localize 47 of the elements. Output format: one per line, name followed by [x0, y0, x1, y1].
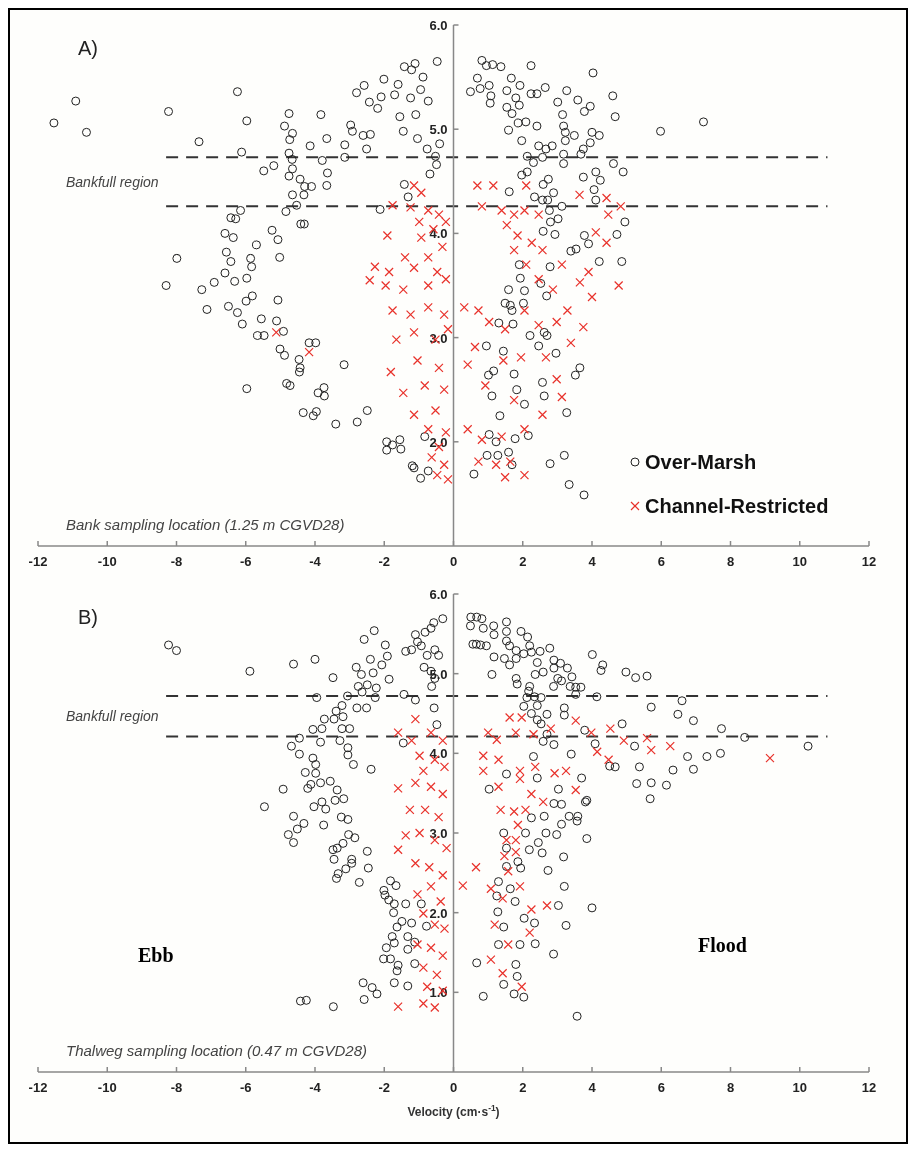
annotation: Bankfull region — [66, 708, 159, 725]
annotation: Bank sampling location (1.25 m CGVD28) — [66, 516, 345, 533]
x-tick-label: 2 — [519, 1080, 527, 1095]
x-tick-label: -12 — [28, 1080, 48, 1095]
legend-label: Channel-Restricted — [645, 495, 829, 517]
x-tick-label: -8 — [170, 554, 183, 569]
x-tick-label: 0 — [449, 1080, 458, 1095]
x-tick-label: 0 — [449, 554, 458, 569]
x-axis-title: Velocity (cm·s$^{-1}$) — [407, 1103, 500, 1119]
y-tick-label: 6.0 — [429, 18, 448, 33]
x-tick-label: -8 — [170, 1080, 183, 1095]
x-tick-label: 2 — [519, 554, 527, 569]
x-tick-label: -2 — [378, 554, 391, 569]
x-tick-label: 6 — [657, 554, 665, 569]
y-tick-label: 3.0 — [429, 826, 448, 841]
text: A) — [78, 37, 98, 59]
x-tick-label: 12 — [861, 554, 877, 569]
x-tick-label: 4 — [588, 554, 597, 569]
y-tick-label: 5.0 — [429, 666, 448, 682]
x-tick-label: -2 — [378, 1080, 391, 1095]
x-tick-label: 8 — [726, 554, 735, 569]
y-tick-label: 2.0 — [429, 905, 448, 921]
y-tick-label: 5.0 — [429, 122, 448, 138]
x-tick-label: 10 — [792, 554, 807, 569]
y-tick-label: 2.0 — [429, 434, 448, 450]
x-tick-label: -6 — [239, 1080, 252, 1095]
x-tick-label: -10 — [97, 1080, 117, 1095]
y-tick-label: 4.0 — [429, 746, 448, 762]
x-tick-label: -4 — [309, 1080, 322, 1095]
annotation: Bankfull region — [66, 173, 159, 190]
x-tick-label: -12 — [28, 554, 48, 569]
text: B) — [78, 606, 98, 628]
x-tick-label: 4 — [588, 1080, 597, 1095]
x-tick-label: -4 — [309, 554, 322, 569]
x-tick-label: 12 — [861, 1080, 877, 1095]
x-tick-label: 8 — [726, 1080, 735, 1095]
x-tick-label: -10 — [97, 554, 117, 569]
annotation: Ebb — [138, 944, 174, 966]
annotation: Flood — [698, 934, 747, 956]
x-tick-label: -6 — [239, 554, 252, 569]
y-tick-label: 6.0 — [429, 587, 448, 602]
y-tick-label: 3.0 — [429, 330, 448, 346]
legend-label: Over-Marsh — [645, 451, 757, 473]
y-tick-label: 4.0 — [429, 226, 448, 242]
x-tick-label: 6 — [657, 1080, 665, 1095]
x-tick-label: 10 — [792, 1080, 807, 1095]
annotation: Thalweg sampling location (0.47 m CGVD28) — [66, 1042, 367, 1059]
